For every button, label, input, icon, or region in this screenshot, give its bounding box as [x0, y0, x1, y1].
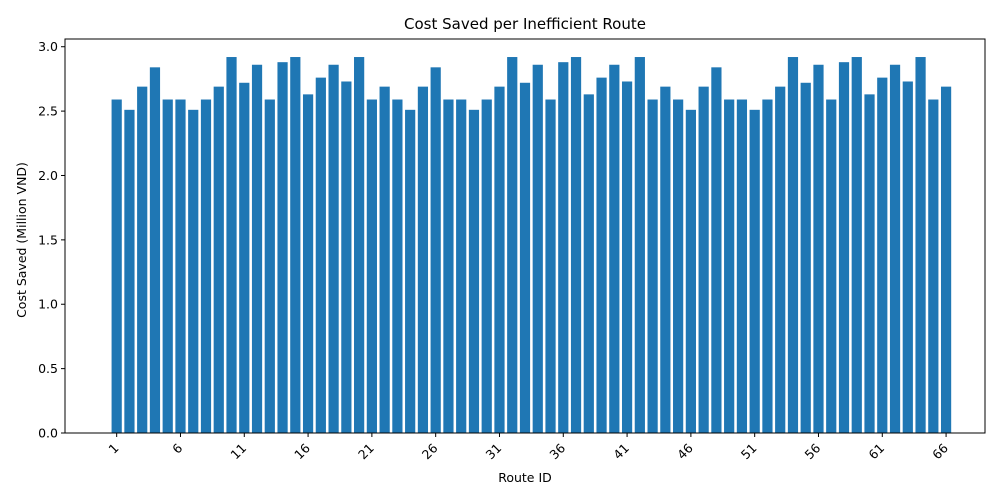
bar-route-26 [430, 67, 441, 434]
bar-route-48 [711, 67, 722, 434]
bar-route-53 [775, 86, 786, 433]
bar-route-34 [532, 64, 543, 433]
bar-route-32 [507, 57, 518, 433]
bar-route-60 [864, 94, 875, 433]
bar-route-65 [928, 99, 939, 433]
bar-route-18 [328, 64, 339, 433]
bar-route-13 [264, 99, 275, 433]
x-tick-label: 66 [929, 440, 951, 462]
bar-route-33 [519, 82, 531, 434]
bar-route-63 [902, 81, 913, 433]
bar-route-19 [341, 81, 352, 433]
x-axis: 1 6 11 16 21 26 31 36 41 46 51 56 61 66 [105, 433, 951, 462]
bar-route-64 [915, 57, 926, 433]
x-tick-label: 41 [610, 440, 632, 462]
bar-route-3 [137, 86, 148, 433]
bar-route-2 [124, 109, 135, 434]
bar-route-25 [417, 86, 429, 433]
bar-route-44 [660, 86, 671, 433]
bar-route-35 [545, 99, 556, 433]
bar-route-27 [443, 99, 454, 433]
bar-route-11 [239, 82, 250, 434]
bar-route-62 [889, 64, 901, 433]
bar-route-66 [940, 86, 952, 433]
bar-route-52 [762, 99, 773, 433]
y-tick-label: 0.0 [38, 426, 58, 441]
bar-route-6 [175, 99, 186, 433]
bar-route-8 [200, 99, 212, 433]
bar-route-12 [251, 64, 263, 433]
x-tick-label: 51 [738, 440, 760, 462]
bar-route-21 [366, 99, 377, 433]
x-tick-label: 21 [355, 440, 377, 462]
x-tick-label: 1 [105, 440, 121, 456]
bar-route-59 [851, 57, 862, 433]
bar-route-41 [621, 81, 633, 433]
bar-route-15 [290, 57, 301, 433]
bar-route-57 [826, 99, 837, 433]
bar-route-55 [800, 82, 811, 434]
y-axis-label: Cost Saved (Million VND) [14, 162, 29, 318]
bar-route-43 [647, 99, 658, 433]
bar-route-50 [736, 99, 748, 433]
bar-route-28 [456, 99, 467, 433]
bar-route-1 [111, 99, 122, 433]
bars-group [111, 57, 952, 434]
y-tick-label: 1.0 [38, 297, 58, 312]
bar-route-29 [468, 109, 480, 434]
y-tick-label: 2.5 [38, 104, 58, 119]
bar-route-4 [149, 67, 161, 434]
y-tick-label: 0.5 [38, 361, 58, 376]
bar-route-46 [685, 109, 696, 434]
x-tick-label: 26 [419, 440, 441, 462]
chart-title: Cost Saved per Inefficient Route [404, 15, 646, 33]
plot-frame [64, 38, 986, 434]
bar-route-54 [787, 57, 799, 433]
bar-route-42 [634, 57, 645, 433]
x-tick-label: 46 [674, 440, 696, 462]
bar-route-17 [315, 77, 326, 434]
bar-route-39 [596, 77, 607, 434]
bar-route-30 [481, 99, 492, 433]
bar-route-36 [558, 62, 569, 433]
x-tick-label: 6 [169, 440, 185, 456]
x-tick-label: 61 [865, 440, 887, 462]
bar-route-22 [379, 86, 390, 433]
x-tick-label: 11 [227, 440, 249, 462]
bar-route-49 [724, 99, 735, 433]
bar-route-7 [188, 109, 199, 434]
bar-route-5 [162, 99, 173, 433]
bar-route-47 [698, 86, 709, 433]
x-tick-label: 36 [546, 440, 568, 462]
bar-route-10 [226, 57, 237, 433]
bar-route-9 [213, 86, 224, 433]
bar-route-20 [354, 57, 365, 433]
bar-route-37 [570, 57, 582, 433]
y-tick-label: 2.0 [38, 168, 58, 183]
bar-route-31 [494, 86, 505, 433]
x-tick-label: 16 [291, 440, 313, 462]
bar-route-45 [673, 99, 684, 433]
x-tick-label: 56 [802, 440, 824, 462]
bar-route-38 [583, 94, 594, 433]
bar-route-14 [277, 62, 288, 433]
bar-route-61 [877, 77, 888, 434]
bar-route-51 [749, 109, 760, 434]
bar-route-58 [838, 62, 850, 433]
bar-route-40 [609, 64, 620, 433]
x-tick-label: 31 [483, 440, 505, 462]
bar-route-23 [392, 99, 403, 433]
bar-route-24 [405, 109, 416, 434]
y-axis: 0.0 0.5 1.0 1.5 2.0 2.5 3.0 [38, 39, 65, 441]
y-tick-label: 1.5 [38, 232, 58, 247]
x-axis-label: Route ID [498, 470, 552, 485]
y-tick-label: 3.0 [38, 39, 58, 54]
bar-route-56 [813, 64, 824, 433]
bar-route-16 [302, 94, 314, 433]
